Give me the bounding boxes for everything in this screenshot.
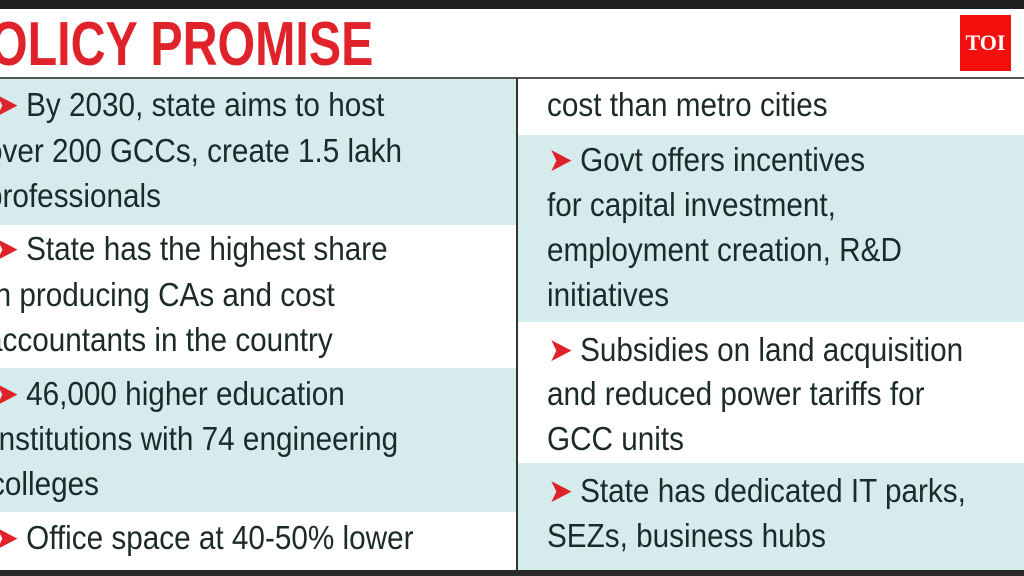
arrow-icon: ➤ — [548, 141, 573, 178]
line: over 200 GCCs, create 1.5 lakh — [0, 132, 403, 169]
line: and reduced power tariffs for — [547, 375, 925, 412]
line: cost than metro cities — [547, 86, 828, 123]
line: Subsidies on land acquisition — [580, 331, 964, 368]
arrow-icon: ➤ — [548, 331, 573, 368]
line: colleges — [0, 465, 99, 502]
right-item-3: ➤ Subsidies on land acquisition and reduc… — [518, 322, 1024, 463]
left-item-4: ➤Office space at 40-50% lower — [0, 512, 516, 570]
arrow-icon: ➤ — [0, 374, 19, 414]
left-item-1: ➤By 2030, state aims to host over 200 GC… — [0, 79, 516, 225]
line: GCC units — [547, 420, 684, 457]
headline: OLICY PROMISE — [0, 10, 374, 79]
line: employment creation, R&D — [547, 231, 902, 268]
arrow-icon: ➤ — [548, 472, 573, 509]
column-divider — [516, 78, 518, 570]
left-item-2: ➤State has the highest share in producin… — [0, 225, 516, 368]
right-item-1: cost than metro cities — [518, 79, 1024, 135]
line: Govt offers incentives — [580, 141, 866, 178]
bottom-bar — [0, 570, 1024, 576]
line: institutions with 74 engineering — [0, 420, 399, 457]
toi-logo: TOI — [960, 15, 1011, 71]
arrow-icon: ➤ — [0, 518, 19, 558]
line: Office space at 40-50% lower — [26, 519, 414, 556]
line: SEZs, business hubs — [547, 517, 826, 554]
right-item-4: ➤ State has dedicated IT parks, SEZs, bus… — [518, 463, 1024, 570]
line: State has the highest share — [26, 230, 388, 267]
line: initiatives — [547, 276, 670, 313]
line: By 2030, state aims to host — [26, 86, 385, 123]
line: for capital investment, — [547, 186, 836, 223]
line: accountants in the country — [0, 321, 333, 358]
line: in producing CAs and cost — [0, 276, 335, 313]
line: 46,000 higher education — [26, 375, 345, 412]
right-item-2: ➤ Govt offers incentives for capital inve… — [518, 135, 1024, 322]
divider — [0, 77, 1024, 79]
line: State has dedicated IT parks, — [580, 472, 966, 509]
top-bar — [0, 0, 1024, 9]
line: professionals — [0, 177, 162, 214]
left-item-3: ➤46,000 higher education institutions wi… — [0, 368, 516, 512]
arrow-icon: ➤ — [0, 85, 19, 125]
arrow-icon: ➤ — [0, 229, 19, 269]
